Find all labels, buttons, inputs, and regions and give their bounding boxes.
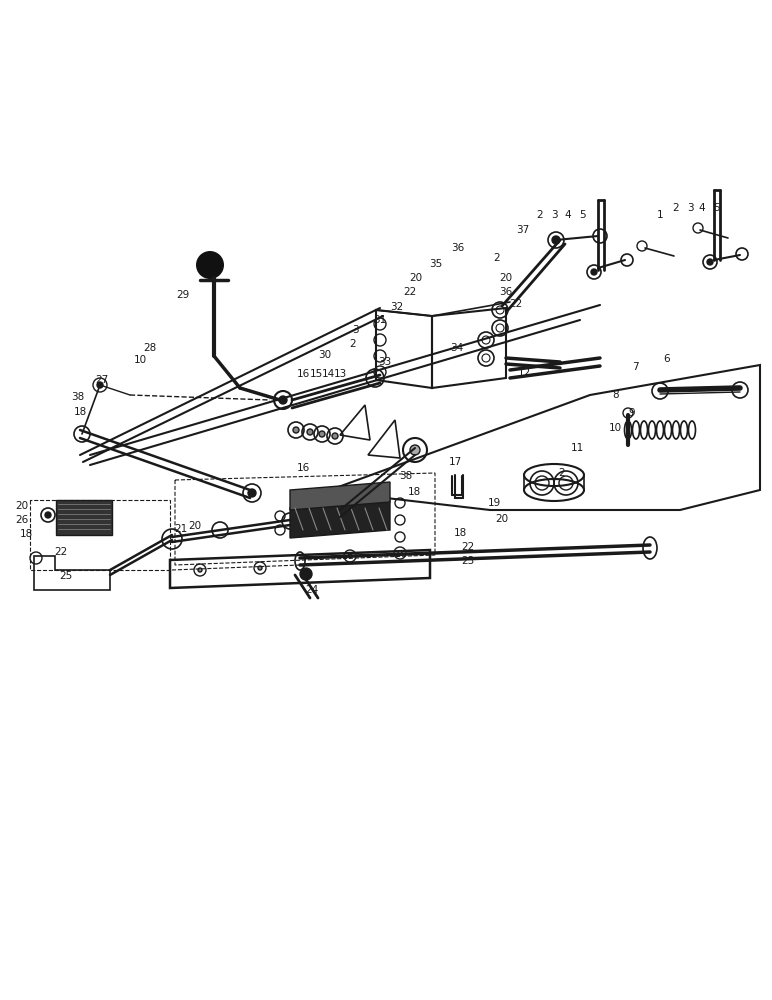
Text: 22: 22 bbox=[404, 287, 417, 297]
Text: 36: 36 bbox=[499, 287, 513, 297]
Text: 12: 12 bbox=[517, 368, 530, 378]
Text: 19: 19 bbox=[487, 498, 500, 508]
Text: 9: 9 bbox=[628, 408, 635, 418]
Text: 23: 23 bbox=[462, 556, 475, 566]
Text: 17: 17 bbox=[449, 457, 462, 467]
Text: 38: 38 bbox=[71, 392, 85, 402]
Circle shape bbox=[307, 429, 313, 435]
Text: 29: 29 bbox=[176, 290, 190, 300]
Text: 16: 16 bbox=[296, 369, 310, 379]
Text: 14: 14 bbox=[321, 369, 334, 379]
Text: 5: 5 bbox=[713, 203, 720, 213]
Text: 28: 28 bbox=[144, 343, 157, 353]
Circle shape bbox=[398, 551, 402, 555]
Text: 22: 22 bbox=[462, 542, 475, 552]
Circle shape bbox=[410, 445, 420, 455]
Text: 10: 10 bbox=[608, 423, 621, 433]
Text: 26: 26 bbox=[15, 515, 29, 525]
Text: 2: 2 bbox=[350, 339, 357, 349]
Text: 20: 20 bbox=[409, 273, 422, 283]
Text: 22: 22 bbox=[54, 547, 68, 557]
Text: 3: 3 bbox=[686, 203, 693, 213]
Text: 2: 2 bbox=[672, 203, 679, 213]
Text: 18: 18 bbox=[73, 407, 86, 417]
Circle shape bbox=[591, 269, 597, 275]
Text: 37: 37 bbox=[516, 225, 530, 235]
Text: 3: 3 bbox=[550, 210, 557, 220]
Circle shape bbox=[198, 568, 202, 572]
Text: 32: 32 bbox=[391, 302, 404, 312]
Text: 11: 11 bbox=[571, 443, 584, 453]
Circle shape bbox=[258, 566, 262, 570]
Text: 18: 18 bbox=[408, 487, 421, 497]
Polygon shape bbox=[56, 500, 112, 535]
Circle shape bbox=[279, 396, 287, 404]
Text: 10: 10 bbox=[134, 355, 147, 365]
Text: 24: 24 bbox=[306, 585, 319, 595]
Circle shape bbox=[196, 251, 224, 279]
Text: 38: 38 bbox=[399, 471, 412, 481]
Polygon shape bbox=[290, 482, 390, 510]
Text: 4: 4 bbox=[699, 203, 706, 213]
Text: 36: 36 bbox=[452, 243, 465, 253]
Text: 25: 25 bbox=[59, 571, 73, 581]
Text: 15: 15 bbox=[310, 369, 323, 379]
Text: 3: 3 bbox=[352, 325, 358, 335]
Circle shape bbox=[348, 554, 352, 558]
Text: 30: 30 bbox=[318, 350, 331, 360]
Circle shape bbox=[248, 489, 256, 497]
Circle shape bbox=[332, 433, 338, 439]
Circle shape bbox=[293, 427, 299, 433]
Text: 2: 2 bbox=[559, 468, 565, 478]
Text: 22: 22 bbox=[510, 299, 523, 309]
Text: 35: 35 bbox=[429, 259, 442, 269]
Circle shape bbox=[552, 236, 560, 244]
Text: 21: 21 bbox=[174, 524, 188, 534]
Text: 2: 2 bbox=[493, 253, 500, 263]
Text: 31: 31 bbox=[374, 315, 387, 325]
Text: 33: 33 bbox=[378, 357, 391, 367]
Text: 7: 7 bbox=[631, 362, 638, 372]
Text: 34: 34 bbox=[450, 343, 464, 353]
Text: 8: 8 bbox=[613, 390, 619, 400]
Circle shape bbox=[319, 431, 325, 437]
Text: 1: 1 bbox=[657, 210, 663, 220]
Circle shape bbox=[45, 512, 51, 518]
Text: 20: 20 bbox=[499, 273, 513, 283]
Text: 6: 6 bbox=[664, 354, 670, 364]
Text: 4: 4 bbox=[564, 210, 571, 220]
Polygon shape bbox=[290, 500, 390, 538]
Text: 16: 16 bbox=[296, 463, 310, 473]
Text: 18: 18 bbox=[453, 528, 466, 538]
Text: 20: 20 bbox=[188, 521, 201, 531]
Circle shape bbox=[97, 382, 103, 388]
Text: 20: 20 bbox=[15, 501, 29, 511]
Circle shape bbox=[707, 259, 713, 265]
Text: 18: 18 bbox=[19, 529, 32, 539]
Text: 13: 13 bbox=[334, 369, 347, 379]
Text: 27: 27 bbox=[96, 375, 109, 385]
Text: 20: 20 bbox=[496, 514, 509, 524]
Circle shape bbox=[300, 568, 312, 580]
Text: 5: 5 bbox=[579, 210, 585, 220]
Text: 2: 2 bbox=[537, 210, 543, 220]
